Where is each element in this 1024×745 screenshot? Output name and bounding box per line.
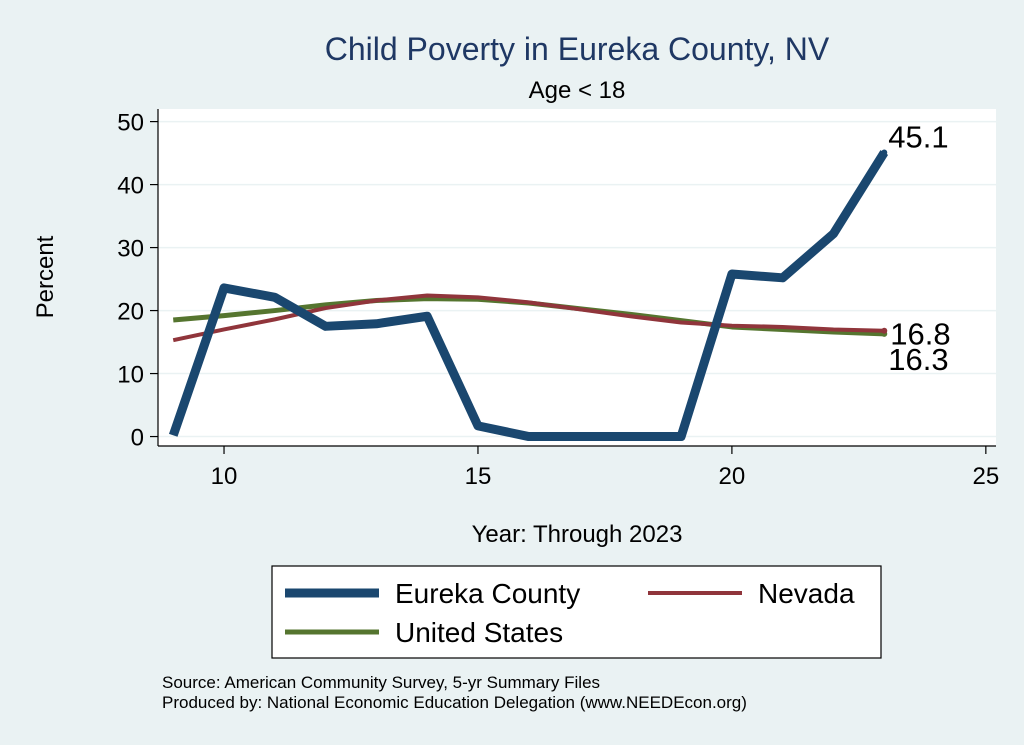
end-label-layer: 45.1 16.816.3: [888, 119, 950, 376]
series-layer: [168, 149, 889, 442]
producer-note: Produced by: National Economic Education…: [162, 693, 747, 712]
y-axis-title: Percent: [32, 235, 59, 318]
legend-label-nevada: Nevada: [758, 578, 855, 609]
end-label-eureka-county: 45.1: [888, 119, 948, 154]
end-point-eureka-county: [881, 149, 888, 156]
source-note: Source: American Community Survey, 5-yr …: [162, 673, 600, 692]
axis-layer: 0 10 20 30 40 50 10 15 20 25: [117, 109, 999, 490]
x-tick-label: 25: [972, 463, 999, 490]
plot-area: [158, 109, 996, 446]
end-point-nevada: [881, 327, 888, 334]
series-line-eureka-county: [168, 150, 889, 442]
y-tick-label: 10: [117, 362, 144, 389]
x-tick-label: 15: [465, 463, 492, 490]
chart-title: Child Poverty in Eureka County, NV: [325, 31, 830, 67]
chart-subtitle: Age < 18: [529, 77, 626, 104]
x-tick-label: 20: [719, 463, 746, 490]
y-tick-label: 20: [117, 299, 144, 326]
series-line-nevada: [172, 293, 885, 343]
legend-box: [271, 565, 882, 659]
x-axis-title: Year: Through 2023: [472, 521, 683, 548]
end-label-united-states: 16.3: [888, 342, 948, 377]
legend-label-eureka: Eureka County: [395, 578, 580, 609]
legend: Eureka County Nevada United States: [271, 565, 882, 659]
legend-label-us: United States: [395, 617, 563, 648]
end-label-nevada: 16.8: [890, 317, 950, 352]
x-tick-label: 10: [211, 463, 238, 490]
y-tick-label: 40: [117, 173, 144, 200]
y-tick-label: 50: [117, 110, 144, 137]
y-tick-label: 0: [131, 425, 144, 452]
y-tick-label: 30: [117, 236, 144, 263]
